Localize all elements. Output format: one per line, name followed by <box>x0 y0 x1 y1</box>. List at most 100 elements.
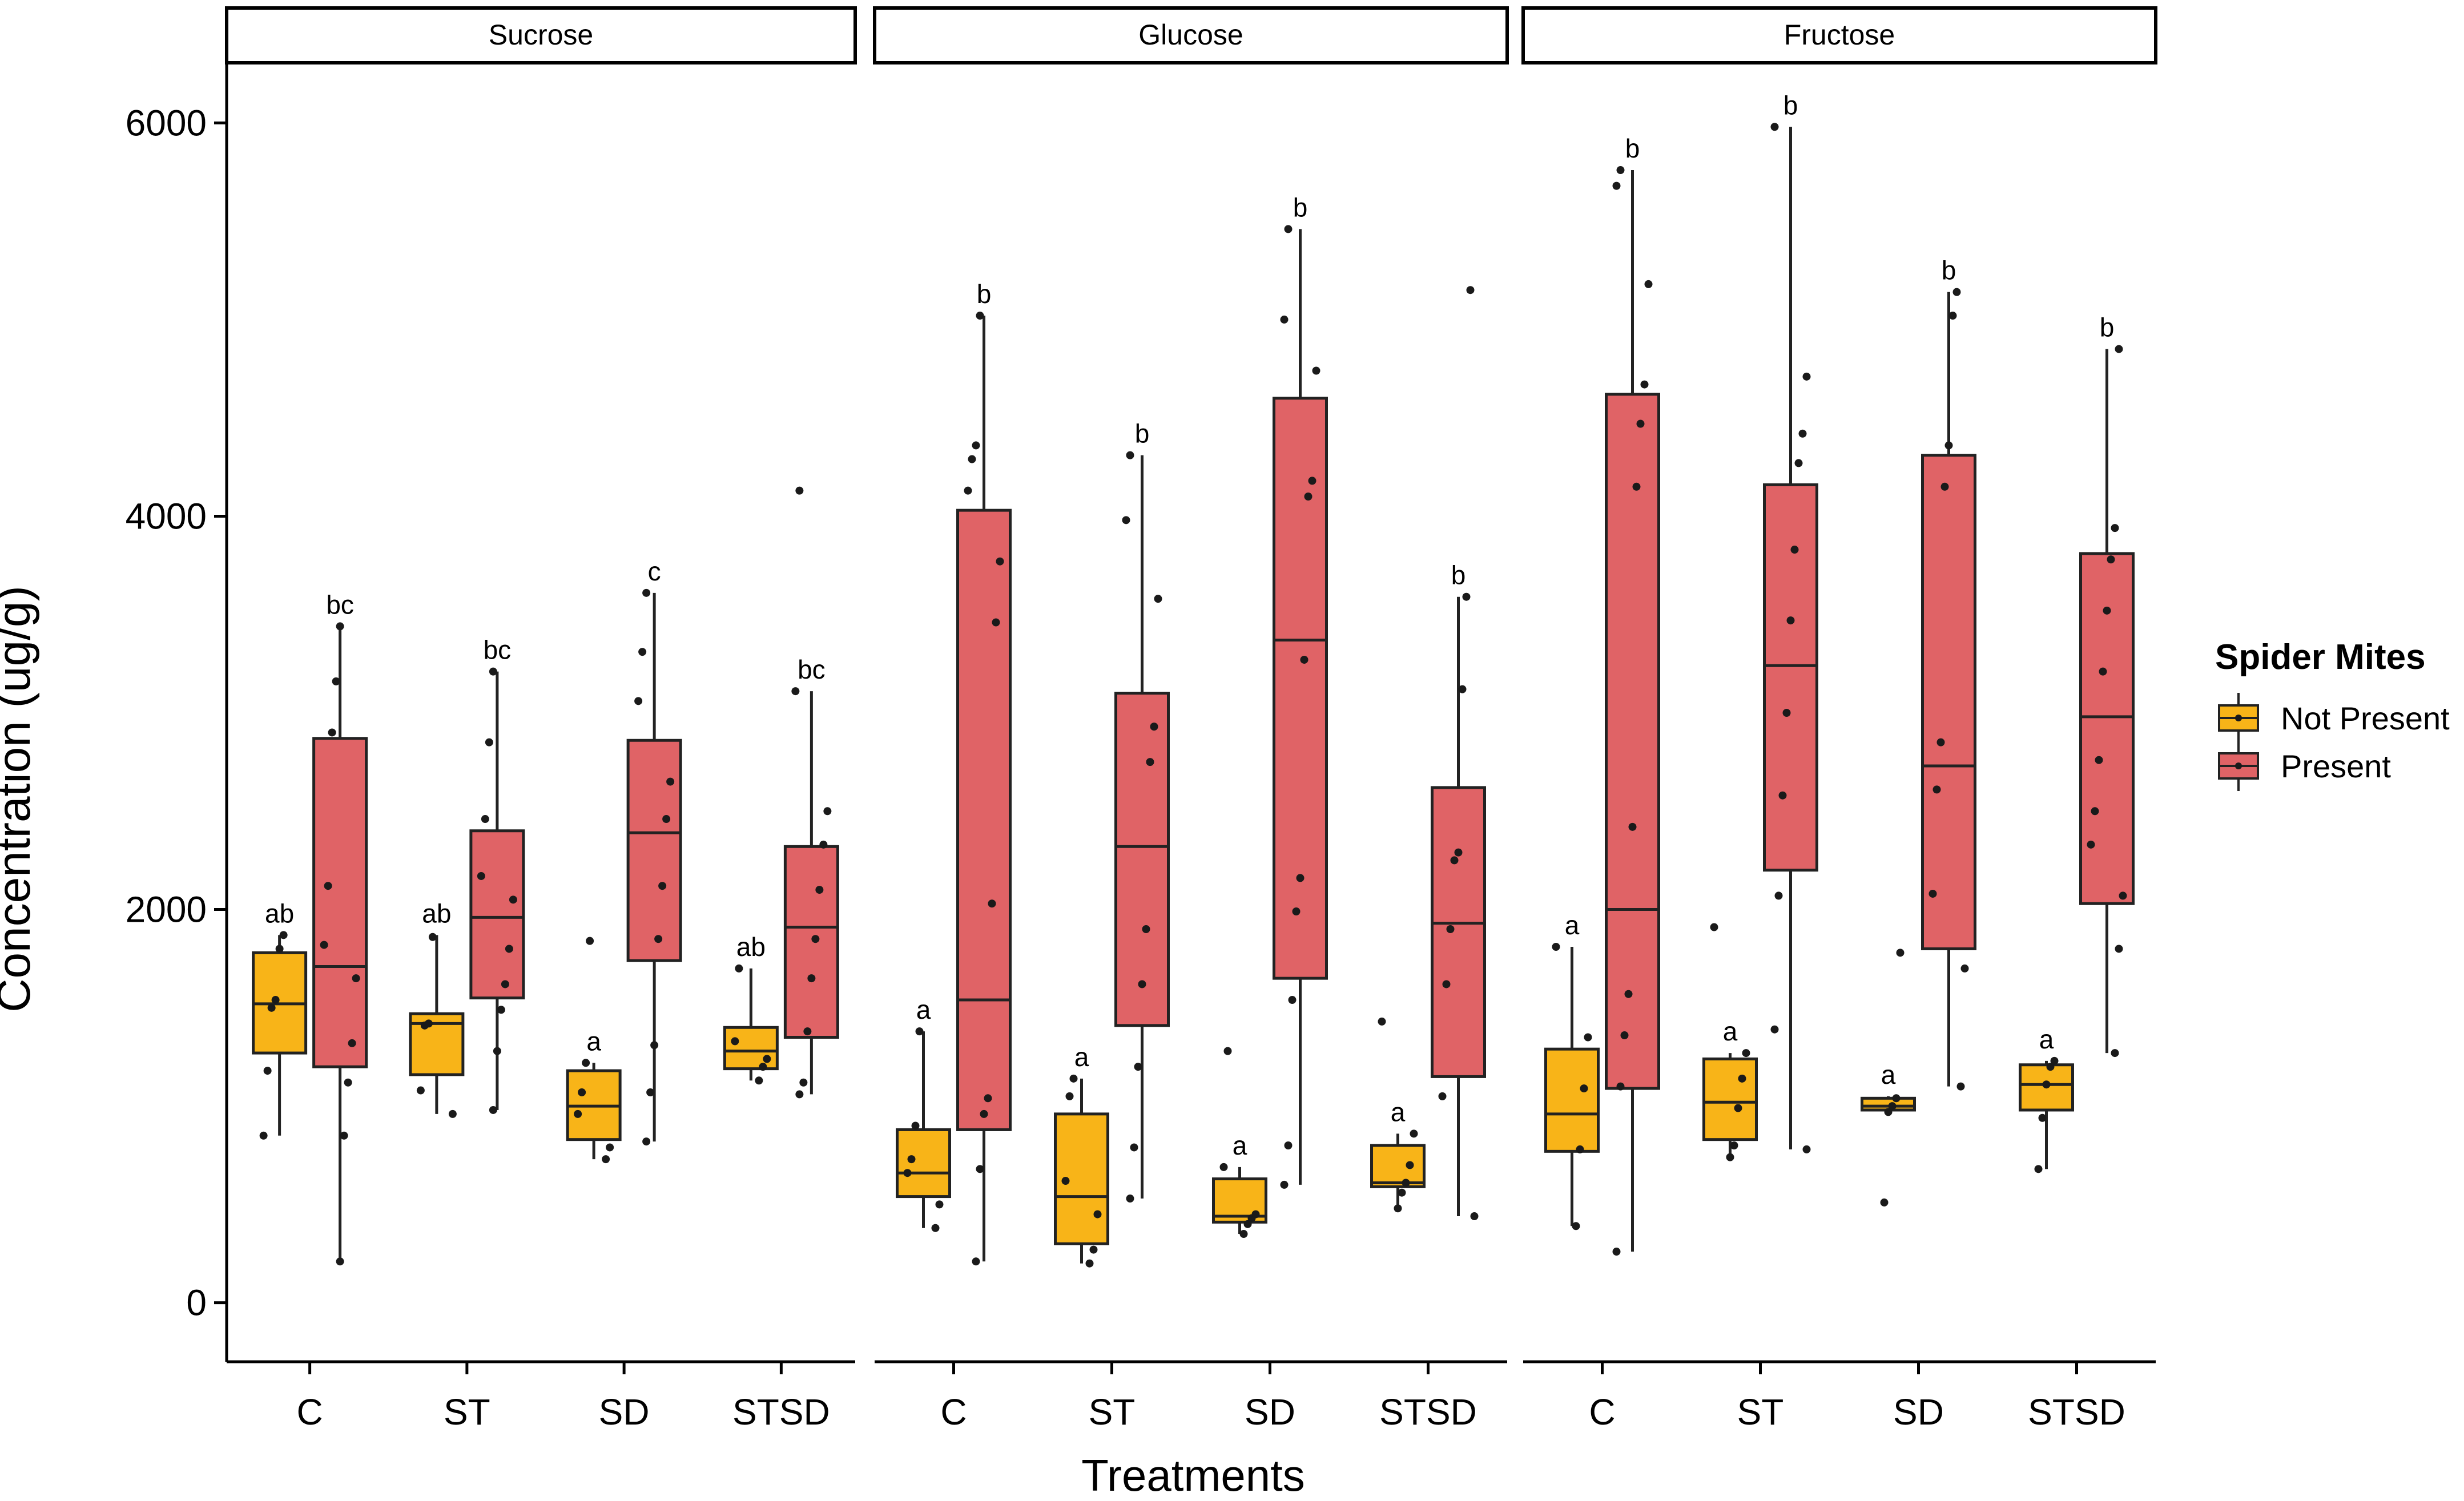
data-point <box>819 840 828 849</box>
data-point <box>1085 1259 1094 1268</box>
data-point <box>1782 709 1791 717</box>
data-point <box>1640 380 1649 389</box>
data-point <box>582 1059 590 1067</box>
box-sd-not-present: a <box>1861 949 1916 1207</box>
data-point <box>1932 785 1941 794</box>
data-point <box>1636 419 1645 428</box>
data-point <box>336 1257 344 1266</box>
x-tick-label: C <box>940 1391 967 1433</box>
data-point <box>903 1169 912 1177</box>
data-point <box>1450 856 1459 865</box>
significance-label: bc <box>326 590 354 619</box>
data-point <box>759 1063 767 1071</box>
data-point <box>1292 907 1301 915</box>
data-point <box>2115 945 2123 953</box>
box-iqr <box>783 845 839 1039</box>
box-stsd-present: bc <box>783 486 839 1099</box>
box-iqr <box>1114 692 1170 1027</box>
significance-label: b <box>1293 192 1308 222</box>
data-point <box>1726 1153 1734 1161</box>
data-point <box>803 1027 812 1036</box>
data-point <box>992 618 1000 627</box>
data-point <box>1239 1230 1248 1238</box>
data-point <box>650 1041 659 1050</box>
data-point <box>1572 1222 1580 1230</box>
data-point <box>1774 891 1783 900</box>
data-point <box>1624 990 1633 998</box>
box-iqr <box>723 1026 779 1071</box>
data-point <box>968 455 976 463</box>
box-iqr <box>956 509 1012 1131</box>
data-point <box>1786 616 1795 625</box>
data-point <box>336 622 344 631</box>
box-st-not-present: a <box>1702 923 1758 1161</box>
box-stsd-not-present: a <box>1370 1017 1426 1213</box>
y-tick-label: 2000 <box>126 889 207 930</box>
data-point <box>634 697 643 705</box>
data-point <box>1710 923 1718 931</box>
legend-label: Not Present <box>2281 700 2450 736</box>
data-point <box>1742 1049 1750 1058</box>
data-point <box>263 1067 272 1075</box>
significance-label: a <box>586 1026 601 1056</box>
x-tick-label: STSD <box>732 1391 830 1433</box>
legend: Spider Mites Not Present Present <box>2215 637 2450 791</box>
box-iqr <box>469 829 525 1000</box>
box-st-not-present: ab <box>409 898 465 1118</box>
box-st-not-present: a <box>1054 1042 1109 1268</box>
box-iqr <box>312 737 368 1068</box>
facet-strip <box>873 6 1509 64</box>
data-point <box>1952 288 1961 296</box>
data-point <box>271 996 280 1004</box>
data-point <box>1398 1188 1406 1197</box>
legend-title: Spider Mites <box>2215 637 2426 677</box>
data-point <box>1142 925 1150 933</box>
facet-strip <box>1521 6 2157 64</box>
data-point <box>1960 964 1969 973</box>
data-point <box>799 1078 808 1087</box>
box-c-present: b <box>956 279 1012 1266</box>
data-point <box>642 1137 651 1146</box>
facet-title: Sucrose <box>489 19 593 51</box>
data-point <box>1644 280 1653 288</box>
significance-label: a <box>1565 910 1580 940</box>
data-point <box>1219 1163 1228 1171</box>
significance-label: c <box>648 556 661 586</box>
data-point <box>658 882 667 890</box>
data-point <box>1134 1063 1142 1071</box>
legend-point <box>2235 715 2242 721</box>
data-point <box>823 807 832 816</box>
data-point <box>267 1003 276 1012</box>
data-point <box>489 1105 497 1114</box>
x-tick-label: SD <box>599 1391 650 1433</box>
data-point <box>1093 1210 1102 1218</box>
significance-label: ab <box>265 898 294 928</box>
data-point <box>344 1078 352 1087</box>
x-axis-title: Treatments <box>1081 1450 1305 1500</box>
data-point <box>1458 685 1467 693</box>
significance-label: ab <box>422 898 451 928</box>
data-point <box>807 974 816 983</box>
box-iqr <box>626 739 682 962</box>
data-point <box>2107 555 2115 564</box>
data-point <box>1802 1145 1811 1153</box>
data-point <box>2095 756 2103 764</box>
box-iqr <box>1702 1057 1758 1141</box>
data-point <box>2050 1056 2059 1065</box>
data-point <box>964 486 972 495</box>
data-point <box>1300 655 1309 664</box>
legend-item-present: Present <box>2218 741 2391 791</box>
data-point <box>1410 1129 1418 1138</box>
data-point <box>2119 891 2127 900</box>
data-point <box>1794 459 1803 467</box>
data-point <box>988 899 996 908</box>
significance-label: a <box>1723 1016 1738 1046</box>
data-point <box>1770 123 1779 131</box>
data-point <box>1616 166 1625 175</box>
box-iqr <box>1921 454 1976 950</box>
x-tick-label: STSD <box>1379 1391 1477 1433</box>
facet-title: Glucose <box>1138 19 1243 51</box>
data-point <box>1738 1074 1746 1083</box>
